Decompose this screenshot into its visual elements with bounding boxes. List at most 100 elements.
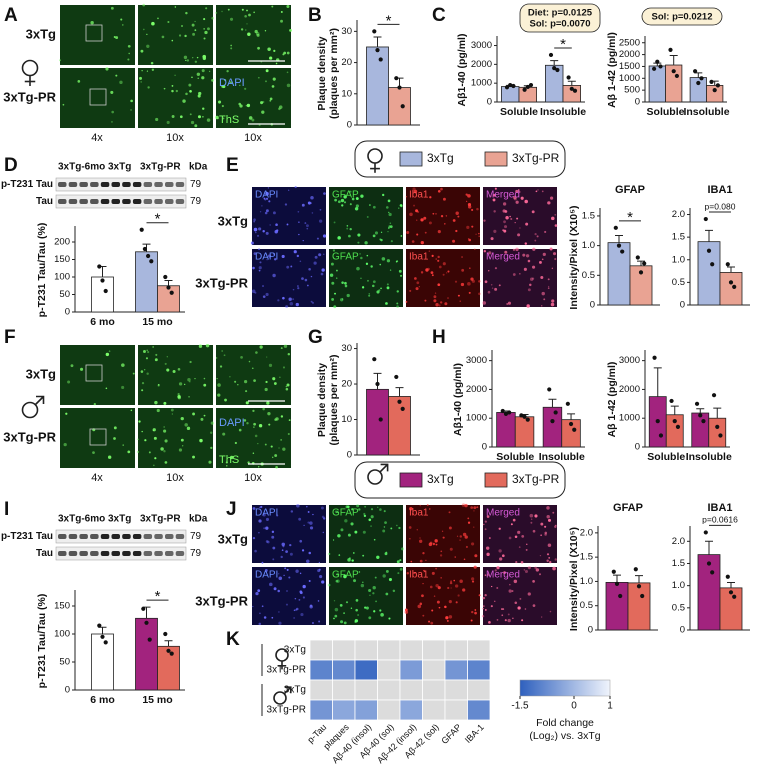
y-tick-label: 1000 <box>466 413 487 424</box>
data-point <box>668 47 673 52</box>
micrograph-speck <box>360 256 363 260</box>
micrograph-speck <box>203 414 206 417</box>
data-point <box>693 69 698 74</box>
micrograph-speck <box>319 208 322 211</box>
micrograph-speck <box>471 610 474 614</box>
micrograph-speck <box>429 585 433 589</box>
bar <box>607 242 631 306</box>
micrograph-speck <box>245 390 248 393</box>
micrograph-speck <box>357 241 360 244</box>
micrograph-speck <box>514 601 518 605</box>
micrograph-speck <box>526 304 530 308</box>
micrograph-speck <box>258 466 260 468</box>
micrograph-speck <box>328 552 331 556</box>
panel-letter: I <box>4 499 9 520</box>
micrograph-speck <box>174 74 176 76</box>
micrograph-speck <box>271 85 275 88</box>
blot-strip <box>55 194 187 209</box>
micrograph-speck <box>484 609 487 611</box>
micrograph-speck <box>354 619 359 623</box>
micrograph-speck <box>286 4 290 9</box>
micrograph-speck <box>277 573 280 575</box>
y-tick-label: 2000 <box>466 384 487 395</box>
micrograph-speck <box>413 189 418 194</box>
micrograph-speck <box>383 510 386 513</box>
micrograph-speck <box>276 514 279 517</box>
data-point <box>522 414 527 419</box>
micrograph-speck <box>470 506 474 509</box>
micrograph-speck <box>399 559 402 562</box>
data-point <box>698 413 703 418</box>
y-axis-label: Intensity/Pixel (X10⁵) <box>568 205 580 309</box>
micrograph-speck <box>262 230 265 233</box>
micrograph-speck <box>185 59 187 61</box>
micrograph-speck <box>534 232 537 236</box>
micrograph-speck <box>335 269 338 272</box>
micrograph-speck <box>431 571 435 575</box>
y-tick-label: 1.0 <box>672 580 685 591</box>
micrograph-speck <box>486 515 490 518</box>
micrograph-speck <box>543 298 546 301</box>
micrograph-speck <box>534 566 537 570</box>
micrograph-speck <box>369 594 371 596</box>
channel-label: GFAP <box>332 508 359 519</box>
micrograph-speck <box>128 52 130 55</box>
micrograph-speck <box>286 265 290 269</box>
micrograph-speck <box>471 279 475 283</box>
micrograph-speck <box>515 200 519 204</box>
micrograph-speck <box>368 293 370 295</box>
micrograph-speck <box>435 543 438 546</box>
y-tick-label: 150 <box>54 601 70 612</box>
data-point <box>569 86 574 91</box>
y-axis-label: p-T231 Tau/Tau (%) <box>36 594 48 689</box>
micrograph-speck <box>201 76 205 80</box>
micrograph-speck <box>188 395 190 398</box>
micrograph-speck <box>441 530 444 532</box>
micrograph-speck <box>141 69 143 72</box>
micrograph-speck <box>266 356 268 358</box>
micrograph-speck <box>269 224 271 226</box>
micrograph-speck <box>130 109 132 111</box>
heatmap-cell <box>377 679 401 701</box>
micrograph-speck <box>512 617 514 619</box>
blot-band <box>143 199 153 204</box>
micrograph-speck <box>196 72 201 76</box>
micrograph-speck <box>468 291 471 294</box>
data-point <box>163 274 168 280</box>
error-bar <box>613 574 621 583</box>
blot-band <box>90 199 99 204</box>
micrograph-speck <box>286 223 289 226</box>
micrograph-speck <box>444 223 446 225</box>
micrograph-speck <box>277 589 280 593</box>
x-tick-label: Insoluble <box>540 106 586 118</box>
micrograph-speck <box>307 284 309 287</box>
micrograph-speck <box>152 346 154 348</box>
micrograph-speck <box>447 586 450 590</box>
micrograph-speck <box>527 259 531 263</box>
micrograph <box>216 345 291 405</box>
micrograph-speck <box>357 233 361 237</box>
micrograph-speck <box>478 594 481 597</box>
y-axis-label: Aβ 1-42 (pg/ml) <box>606 362 618 438</box>
micrograph-speck <box>426 504 429 506</box>
blot-band <box>90 551 99 556</box>
micrograph-speck <box>184 383 186 385</box>
micrograph-speck <box>440 577 442 579</box>
data-point <box>547 387 552 392</box>
error-bar <box>164 640 173 647</box>
bar <box>388 87 411 126</box>
micrograph-speck <box>59 59 61 62</box>
micrograph-speck <box>223 354 226 357</box>
micrograph-speck <box>308 551 312 555</box>
blot-band <box>154 182 163 187</box>
blot-band <box>58 551 67 556</box>
micrograph <box>60 68 135 128</box>
micrograph-speck <box>266 259 268 261</box>
micrograph-speck <box>252 409 255 413</box>
micrograph-speck <box>251 367 254 370</box>
chart-title: IBA1 <box>707 184 732 196</box>
micrograph-speck <box>405 196 408 198</box>
micrograph-speck <box>244 87 247 90</box>
column-label: 4x <box>91 132 103 144</box>
micrograph-speck <box>398 526 401 530</box>
